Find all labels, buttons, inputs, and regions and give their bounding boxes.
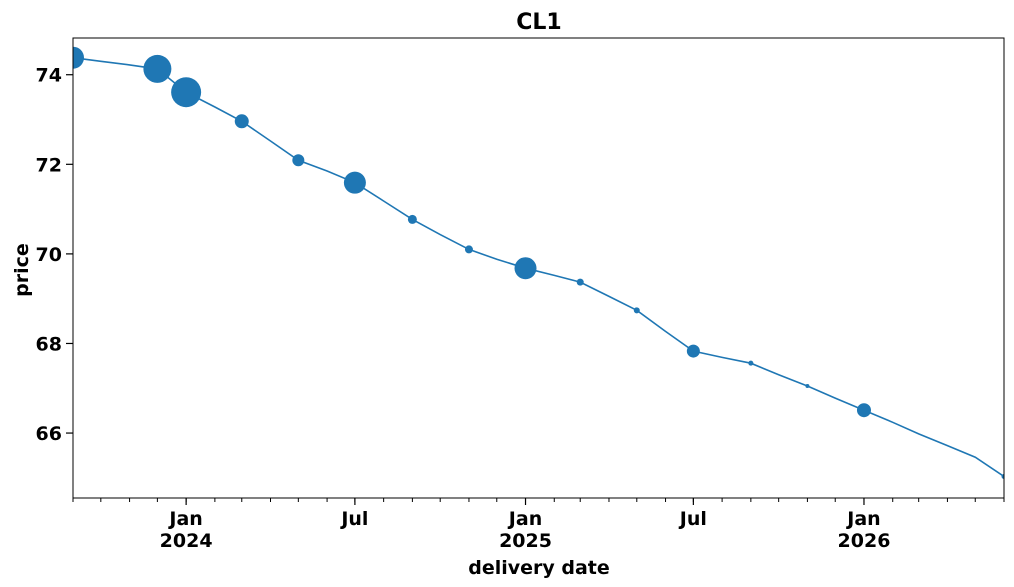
- data-point: [686, 344, 700, 358]
- y-tick-label: 66: [36, 423, 62, 445]
- x-tick-label: Jul: [678, 508, 707, 530]
- y-axis-label: price: [11, 243, 33, 297]
- data-point: [1001, 474, 1004, 479]
- data-point: [407, 214, 417, 224]
- series-line: [73, 56, 1004, 478]
- data-point: [633, 307, 640, 314]
- data-point: [143, 54, 172, 83]
- data-point: [576, 278, 584, 286]
- y-tick-label: 68: [36, 333, 62, 355]
- x-tick-label: Jan: [845, 508, 880, 530]
- x-tick-label: Jan: [507, 508, 542, 530]
- data-point: [805, 384, 810, 389]
- x-tick-year-label: 2026: [838, 530, 891, 552]
- x-tick-year-label: 2025: [499, 530, 552, 552]
- data-point: [292, 154, 305, 167]
- x-tick-label: Jul: [339, 508, 368, 530]
- y-tick-label: 70: [36, 244, 62, 266]
- data-point: [343, 171, 366, 194]
- plot-frame: [72, 37, 1005, 499]
- data-point: [856, 403, 871, 418]
- data-point: [748, 360, 754, 366]
- y-tick-label: 72: [36, 154, 62, 176]
- chart-title: CL1: [516, 10, 561, 35]
- data-point: [514, 257, 537, 280]
- data-point: [234, 114, 249, 129]
- x-tick-label: Jan: [167, 508, 202, 530]
- x-axis-label: delivery date: [468, 557, 610, 579]
- y-tick-label: 74: [36, 65, 62, 87]
- data-point: [464, 245, 473, 254]
- x-tick-year-label: 2024: [160, 530, 213, 552]
- data-point: [73, 46, 84, 69]
- data-point: [171, 77, 202, 108]
